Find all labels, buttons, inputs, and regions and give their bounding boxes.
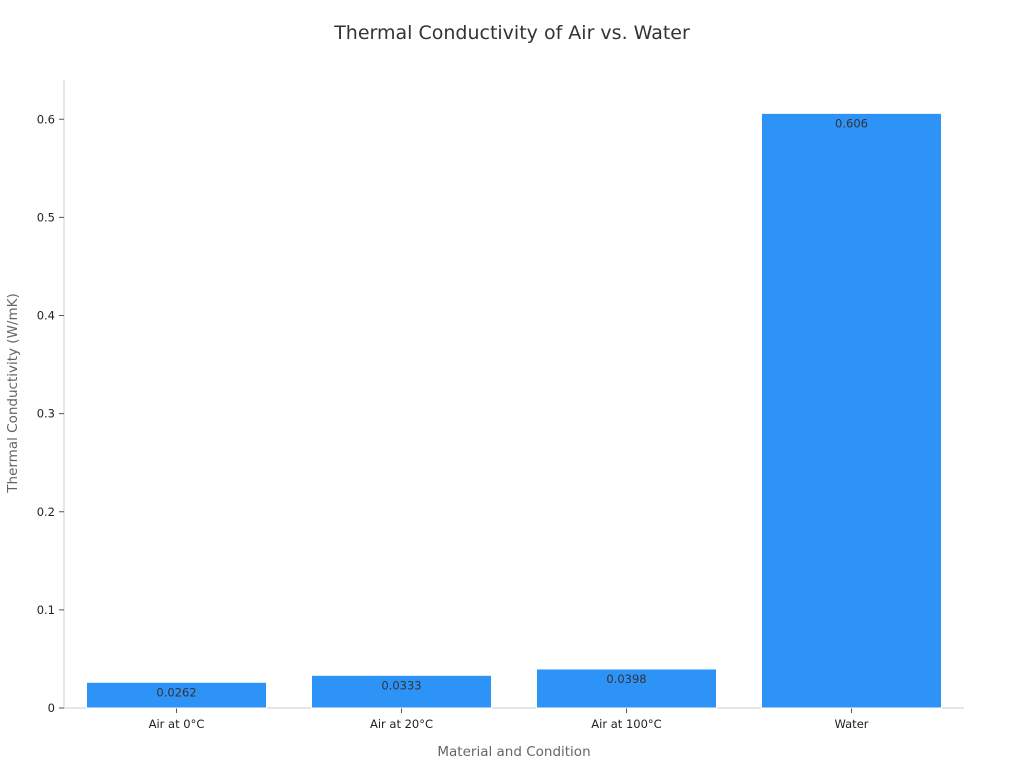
bar-2 <box>311 674 492 709</box>
data-label: 0.0398 <box>606 672 646 686</box>
y-tick-label: 0.6 <box>37 112 55 126</box>
y-tick-label: 0.5 <box>37 210 55 224</box>
bar-4 <box>761 112 942 709</box>
x-tick-label: Air at 100°C <box>591 717 661 731</box>
data-labels: 0.0262 0.0333 0.0398 0.606 <box>156 116 868 699</box>
y-axis-title: Thermal Conductivity (W/mK) <box>5 293 21 493</box>
y-tick-label: 0 <box>48 701 55 715</box>
x-tick-label: Air at 0°C <box>149 717 205 731</box>
chart-title: Thermal Conductivity of Air vs. Water <box>333 22 690 44</box>
y-tick-label: 0.4 <box>37 309 55 323</box>
bar-1 <box>86 681 267 709</box>
data-label: 0.0333 <box>381 678 421 692</box>
data-label: 0.606 <box>835 116 868 130</box>
y-axis: 0 0.1 0.2 0.3 0.4 0.5 0.6 <box>37 80 65 715</box>
bar-3 <box>536 668 717 709</box>
x-tick-label: Air at 20°C <box>370 717 433 731</box>
x-axis-title: Material and Condition <box>437 744 590 760</box>
y-tick-label: 0.3 <box>37 407 55 421</box>
y-tick-label: 0.1 <box>37 603 55 617</box>
bars <box>86 112 942 709</box>
data-label: 0.0262 <box>156 685 196 699</box>
x-axis: Air at 0°C Air at 20°C Air at 100°C Water <box>64 707 964 731</box>
y-tick-label: 0.2 <box>37 505 55 519</box>
x-tick-label: Water <box>835 717 869 731</box>
